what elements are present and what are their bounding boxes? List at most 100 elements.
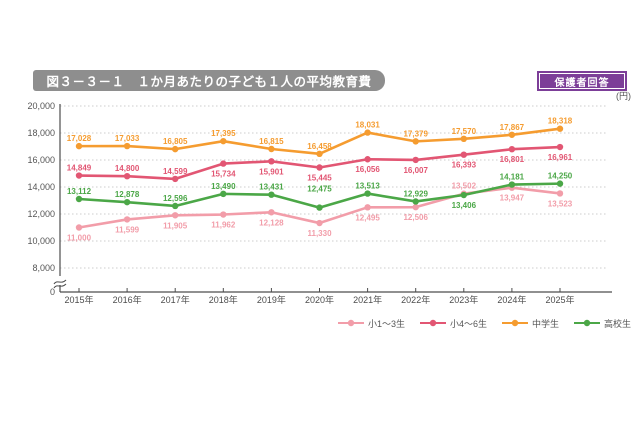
data-point-elementary-4-6 — [268, 158, 275, 165]
data-point-high-school — [268, 191, 275, 198]
y-tick-label: 10,000 — [27, 236, 55, 246]
data-point-elementary-1-3 — [123, 216, 131, 223]
data-point-elementary-4-6 — [460, 151, 467, 158]
respondent-badge: 保護者回答 — [537, 71, 627, 91]
x-tick-label: 2017年 — [161, 294, 190, 305]
data-label-junior-high: 16,458 — [307, 142, 332, 151]
x-tick-label: 2016年 — [113, 294, 142, 305]
respondent-badge-label: 保護者回答 — [554, 77, 610, 89]
data-label-elementary-1-3: 13,502 — [452, 182, 477, 191]
data-label-elementary-4-6: 15,445 — [307, 173, 332, 182]
y-tick-label: 0 — [50, 287, 55, 297]
data-label-elementary-4-6: 14,849 — [67, 164, 92, 173]
data-point-high-school — [556, 180, 564, 187]
data-label-elementary-1-3: 12,495 — [355, 213, 380, 222]
data-label-high-school: 12,596 — [163, 194, 188, 203]
data-label-high-school: 13,513 — [355, 182, 380, 191]
data-point-junior-high — [172, 145, 179, 153]
data-label-elementary-1-3: 11,962 — [211, 221, 236, 230]
data-point-junior-high — [123, 142, 131, 150]
y-tick-label: 16,000 — [27, 155, 55, 165]
data-label-elementary-4-6: 14,800 — [115, 164, 140, 173]
y-tick-label: 18,000 — [27, 128, 55, 138]
data-label-elementary-4-6: 15,901 — [259, 167, 284, 176]
legend-label-high-school: 高校生 — [604, 318, 632, 329]
data-label-elementary-4-6: 16,801 — [500, 155, 525, 164]
data-point-elementary-4-6 — [556, 143, 564, 151]
axis-break-icon — [53, 279, 67, 285]
data-point-elementary-4-6 — [316, 164, 323, 171]
data-label-junior-high: 17,867 — [500, 123, 525, 132]
x-tick-label: 2025年 — [545, 294, 574, 305]
data-point-elementary-4-6 — [220, 160, 227, 167]
legend-label-elementary-4-6: 小4～6生 — [450, 318, 488, 329]
data-label-junior-high: 16,805 — [163, 137, 188, 146]
data-point-high-school — [220, 190, 227, 198]
data-label-elementary-1-3: 13,523 — [548, 199, 573, 208]
legend-swatch-junior-high — [502, 319, 529, 327]
y-tick-label: 20,000 — [27, 101, 55, 111]
data-label-elementary-1-3: 13,947 — [500, 194, 525, 203]
data-label-junior-high: 17,570 — [452, 127, 477, 136]
data-point-high-school — [123, 198, 131, 206]
data-label-elementary-4-6: 16,393 — [452, 161, 477, 170]
data-point-elementary-4-6 — [123, 173, 131, 180]
chart-legend: 小1～3生 小4～6生 中学生 高校生 — [338, 316, 631, 330]
data-point-high-school — [508, 181, 516, 188]
data-label-elementary-4-6: 14,599 — [163, 167, 188, 176]
legend-swatch-elementary-4-6 — [420, 319, 447, 327]
x-tick-label: 2021年 — [353, 294, 382, 305]
data-label-high-school: 13,490 — [211, 182, 236, 191]
figure-title: 図３－３－１ １か月あたりの子ども１人の平均教育費 — [46, 75, 372, 89]
data-label-elementary-1-3: 11,000 — [67, 234, 92, 243]
data-label-elementary-4-6: 16,961 — [548, 153, 573, 162]
data-label-high-school: 14,250 — [548, 172, 573, 181]
axis-break-icon — [53, 283, 67, 289]
data-label-elementary-1-3: 11,330 — [307, 229, 332, 238]
y-axis-unit-label: (円) — [616, 91, 631, 101]
data-label-high-school: 13,112 — [67, 187, 92, 196]
data-point-elementary-1-3 — [172, 212, 179, 219]
data-point-elementary-1-3 — [556, 190, 564, 197]
data-label-elementary-1-3: 12,506 — [403, 213, 428, 222]
data-point-junior-high — [412, 138, 419, 145]
data-point-elementary-4-6 — [508, 145, 516, 153]
data-point-junior-high — [220, 137, 227, 145]
data-point-elementary-4-6 — [364, 156, 371, 163]
legend-item-junior-high: 中学生 — [502, 317, 559, 330]
data-point-junior-high — [460, 135, 467, 143]
y-tick-label: 14,000 — [27, 182, 55, 192]
x-tick-label: 2020年 — [305, 294, 334, 305]
x-tick-label: 2019年 — [257, 294, 286, 305]
data-point-high-school — [412, 198, 419, 205]
legend-item-elementary-4-6: 小4～6生 — [420, 317, 487, 330]
axis-break-mask — [54, 276, 67, 285]
x-tick-label: 2023年 — [449, 294, 478, 305]
data-point-high-school — [172, 202, 179, 210]
data-label-elementary-1-3: 11,905 — [163, 221, 188, 230]
data-label-high-school: 12,929 — [403, 189, 428, 198]
data-label-junior-high: 17,395 — [211, 129, 236, 138]
data-point-high-school — [316, 204, 323, 211]
y-tick-label: 12,000 — [27, 209, 55, 219]
data-label-junior-high: 17,033 — [115, 134, 140, 143]
data-point-elementary-1-3 — [268, 209, 275, 216]
legend-item-elementary-1-3: 小1～3生 — [338, 317, 405, 330]
legend-label-junior-high: 中学生 — [532, 318, 560, 329]
data-point-high-school — [364, 190, 371, 197]
data-point-high-school — [460, 191, 467, 199]
x-tick-label: 2018年 — [209, 294, 238, 305]
data-label-junior-high: 17,379 — [403, 129, 428, 138]
data-point-high-school — [75, 195, 83, 203]
legend-swatch-elementary-1-3 — [338, 319, 364, 327]
data-label-high-school: 13,406 — [452, 201, 477, 210]
x-tick-label: 2015年 — [64, 294, 93, 305]
x-tick-label: 2022年 — [401, 294, 430, 305]
data-label-high-school: 12,475 — [307, 185, 332, 194]
data-point-elementary-1-3 — [75, 224, 83, 231]
data-label-elementary-4-6: 16,056 — [355, 165, 380, 174]
data-point-elementary-1-3 — [316, 219, 323, 227]
data-label-high-school: 14,181 — [500, 173, 525, 182]
